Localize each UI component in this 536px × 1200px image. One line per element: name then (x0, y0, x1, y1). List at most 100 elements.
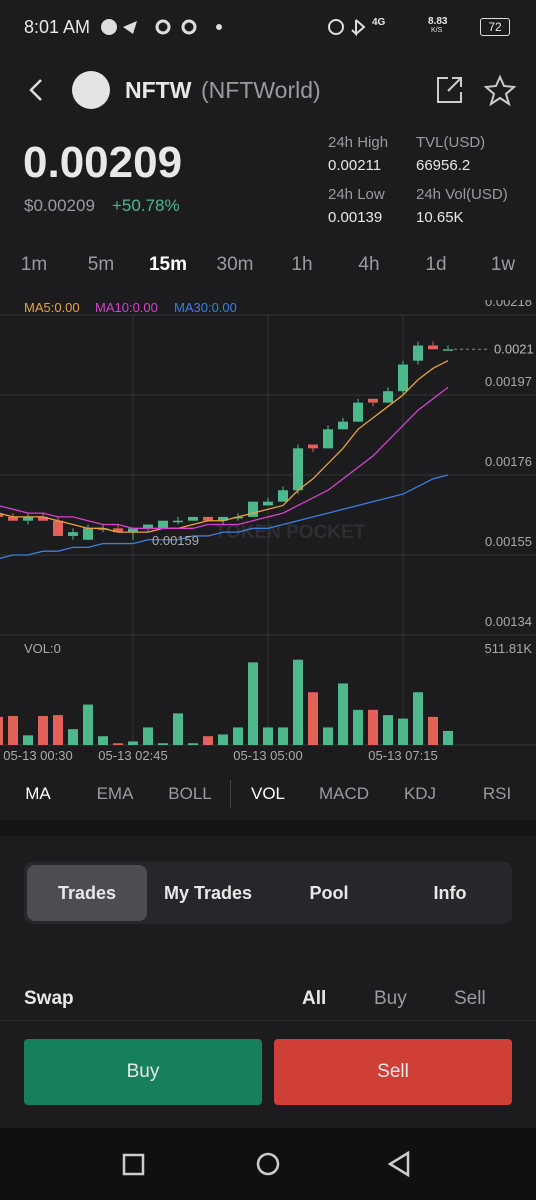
indicator-tab[interactable]: EMA (96, 784, 134, 803)
buy-button[interactable]: Buy (24, 1039, 262, 1105)
stat-label: TVL(USD) (416, 134, 486, 151)
stat-value: 0.00211 (328, 157, 382, 174)
x-tick-label: 05-13 00:30 (3, 748, 72, 763)
back-button[interactable] (22, 72, 52, 108)
candle-body (0, 513, 3, 517)
candle-body (218, 516, 228, 521)
candle-body (8, 516, 18, 521)
candle-body (188, 516, 198, 521)
low-label: 0.00159 (152, 533, 199, 548)
candle-body (203, 516, 213, 521)
swap-title: Swap (24, 988, 74, 1009)
volume-bar (53, 715, 63, 745)
candle-body (68, 532, 78, 536)
nav-buttons[interactable] (110, 1148, 420, 1182)
y-tick-label: 0.00134 (485, 614, 532, 629)
candle-body (398, 364, 408, 392)
tab[interactable]: Info (433, 883, 467, 903)
sell-button[interactable]: Sell (274, 1039, 512, 1105)
volume-bar (383, 715, 393, 745)
volume-tick-label: 511.81K (485, 641, 533, 656)
timeframe[interactable]: 4h (358, 254, 380, 275)
candle-body (143, 524, 153, 529)
volume-bar (173, 713, 183, 745)
tab[interactable]: Pool (309, 883, 349, 903)
ma-line (0, 386, 449, 529)
volume-bar (308, 692, 318, 745)
stat-label: 24h Low (328, 186, 385, 203)
price-usd: $0.00209 (24, 196, 95, 215)
x-tick-label: 05-13 07:15 (368, 748, 437, 763)
legend-label: MA10:0.00 (95, 300, 158, 315)
stat-value: 66956.2 (416, 157, 471, 174)
price-change: +50.78% (112, 196, 180, 215)
y-tick-label: 0.00176 (485, 454, 532, 469)
volume-bar (443, 730, 453, 745)
volume-bar (338, 683, 348, 745)
stat-value: 10.65K (416, 209, 464, 226)
volume-bar (203, 736, 213, 745)
candle-body (128, 528, 138, 533)
header-actions[interactable] (434, 74, 518, 106)
volume-bar (428, 716, 438, 745)
candle-body (38, 516, 48, 521)
divider (230, 780, 231, 808)
indicator-tab[interactable]: VOL (250, 784, 286, 803)
net-speed: 8.83 (428, 16, 448, 27)
volume-bar (263, 727, 273, 745)
ma-line (0, 360, 449, 533)
candle-body (368, 398, 378, 403)
filter-sell[interactable]: Sell (454, 988, 486, 1009)
status-time: 8:01 AM (24, 17, 91, 37)
timeframe[interactable]: 15m (148, 254, 188, 275)
volume-bar (158, 743, 168, 745)
indicator-tab[interactable]: MA (25, 784, 51, 803)
candle-body (23, 516, 33, 521)
volume-bar (353, 709, 363, 745)
filter-buy[interactable]: Buy (374, 988, 407, 1009)
indicator-tab[interactable]: KDJ (403, 784, 437, 803)
stat-label: 24h High (328, 134, 389, 151)
nav-bar (0, 1128, 536, 1200)
status-icons (101, 19, 222, 35)
price: 0.00209 (23, 138, 183, 187)
timeframe[interactable]: 30m (216, 254, 254, 275)
candle-body (53, 520, 63, 536)
candle-body (158, 520, 168, 529)
candle-body (413, 345, 423, 361)
volume-bar (233, 727, 243, 745)
volume-bar (113, 743, 123, 745)
timeframe[interactable]: 1d (425, 254, 447, 275)
tab[interactable]: My Trades (163, 883, 253, 903)
volume-bar (128, 741, 138, 745)
indicator-tab[interactable]: RSI (482, 784, 512, 803)
timeframe[interactable]: 5m (87, 254, 115, 275)
candle-body (338, 421, 348, 430)
y-tick-label: 0.00155 (485, 534, 532, 549)
divider (0, 1020, 536, 1021)
indicator-tab[interactable]: BOLL (168, 784, 212, 803)
candle-body (383, 391, 393, 403)
kline-chart: 0.00218 0.00197 0.00176 0.00155 0.00134 05-13… (0, 300, 536, 763)
filter-all[interactable]: All (302, 988, 327, 1009)
battery: 72 (480, 18, 510, 36)
candle-body (248, 501, 258, 517)
volume-bar (398, 718, 408, 745)
volume-bar (368, 709, 378, 745)
volume-bar (218, 734, 228, 745)
candle-body (83, 528, 93, 540)
token-symbol: NFTW (125, 77, 192, 103)
token-logo (72, 71, 110, 109)
tab[interactable]: Trades (57, 883, 117, 903)
volume-bar (278, 727, 288, 745)
volume-bar (248, 662, 258, 745)
candle-body (233, 516, 243, 519)
volume-bar (188, 743, 198, 745)
timeframe[interactable]: 1m (20, 254, 48, 275)
indicator-tab[interactable]: MACD (318, 784, 370, 803)
timeframe[interactable]: 1h (291, 254, 313, 275)
legend-label: MA5:0.00 (24, 300, 80, 315)
y-tick-label: 0.00197 (485, 374, 532, 389)
stat-value: 0.00139 (328, 209, 383, 226)
timeframe[interactable]: 1w (490, 254, 516, 275)
